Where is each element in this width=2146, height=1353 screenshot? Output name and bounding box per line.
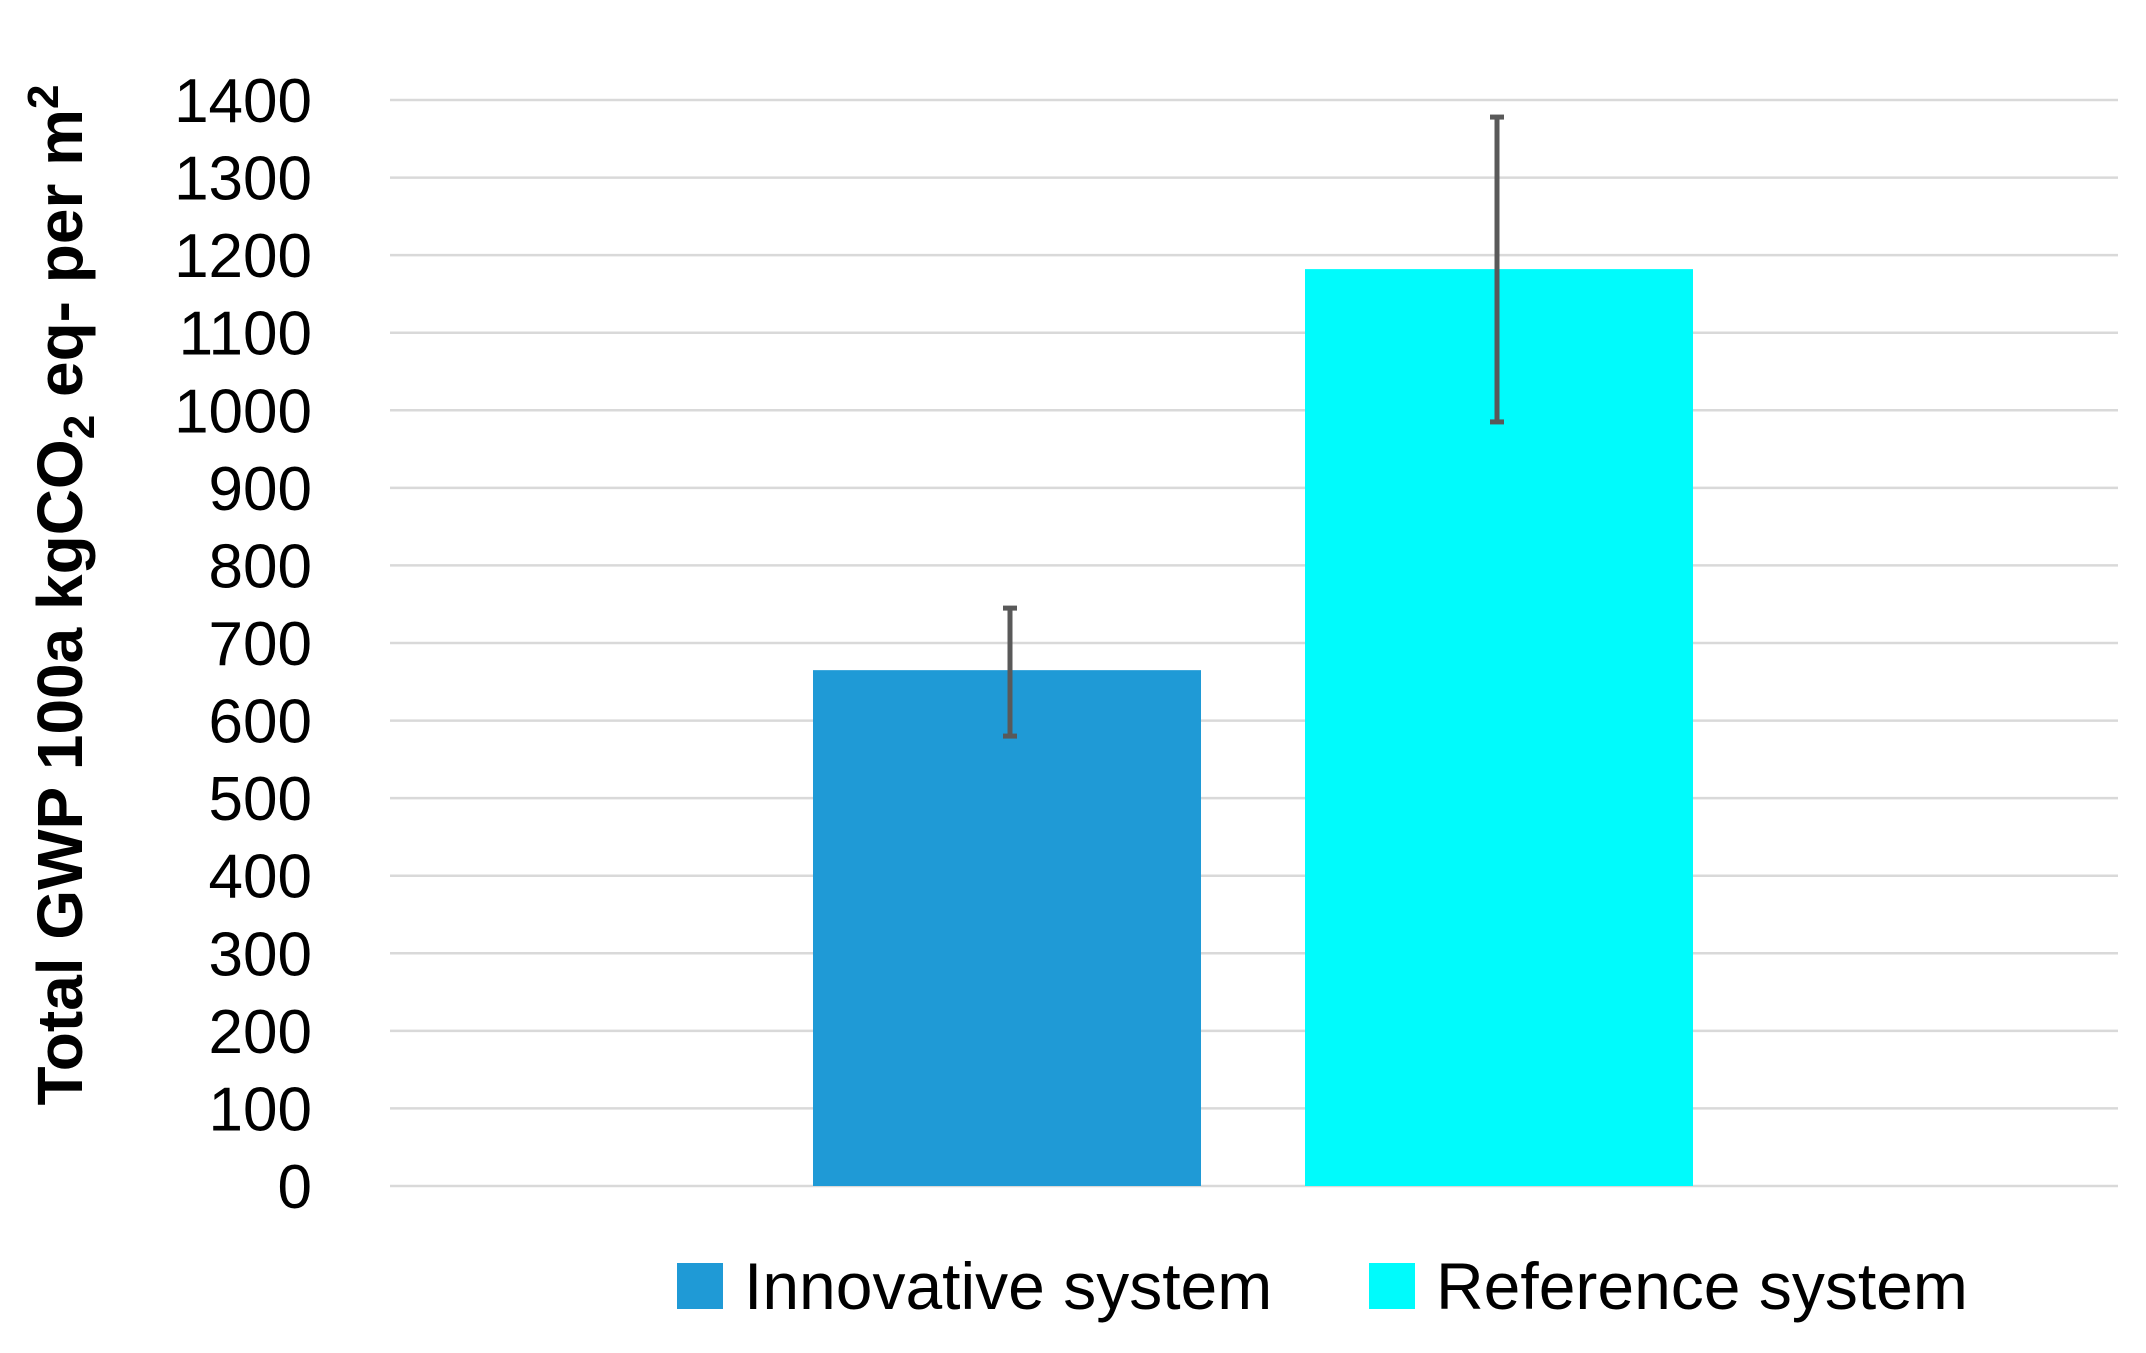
y-tick-label: 1000: [174, 377, 312, 446]
legend-swatch: [677, 1263, 723, 1309]
y-tick-label: 900: [209, 455, 312, 524]
y-axis-title: Total GWP 100a kgCO2 eq- per m2: [19, 84, 104, 1105]
bar: [813, 670, 1201, 1186]
y-tick-labels: 0 100 200 300 400 500 600 700 800 900 1000 1100 1200…: [174, 67, 312, 1222]
legend-label: Reference system: [1436, 1249, 1968, 1323]
y-tick-label: 1300: [174, 145, 312, 214]
y-tick-label: 1100: [179, 300, 312, 369]
bars: [813, 269, 1693, 1186]
legend-label: Innovative system: [744, 1249, 1272, 1323]
y-tick-label: 1200: [174, 222, 312, 291]
y-tick-label: 0: [278, 1153, 312, 1222]
y-tick-label: 300: [209, 920, 312, 989]
y-tick-label: 100: [209, 1075, 312, 1144]
y-tick-label: 600: [209, 688, 312, 757]
y-tick-label: 700: [209, 610, 312, 679]
y-tick-label: 400: [209, 843, 312, 912]
y-tick-label: 200: [209, 998, 312, 1067]
y-tick-label: 800: [209, 532, 312, 601]
y-tick-label: 1400: [174, 67, 312, 136]
gridlines: [390, 98, 2118, 1188]
error-bars: [1003, 114, 1504, 739]
legend: Innovative system Reference system: [677, 1249, 1968, 1323]
legend-swatch: [1369, 1263, 1415, 1309]
y-tick-label: 500: [209, 765, 312, 834]
